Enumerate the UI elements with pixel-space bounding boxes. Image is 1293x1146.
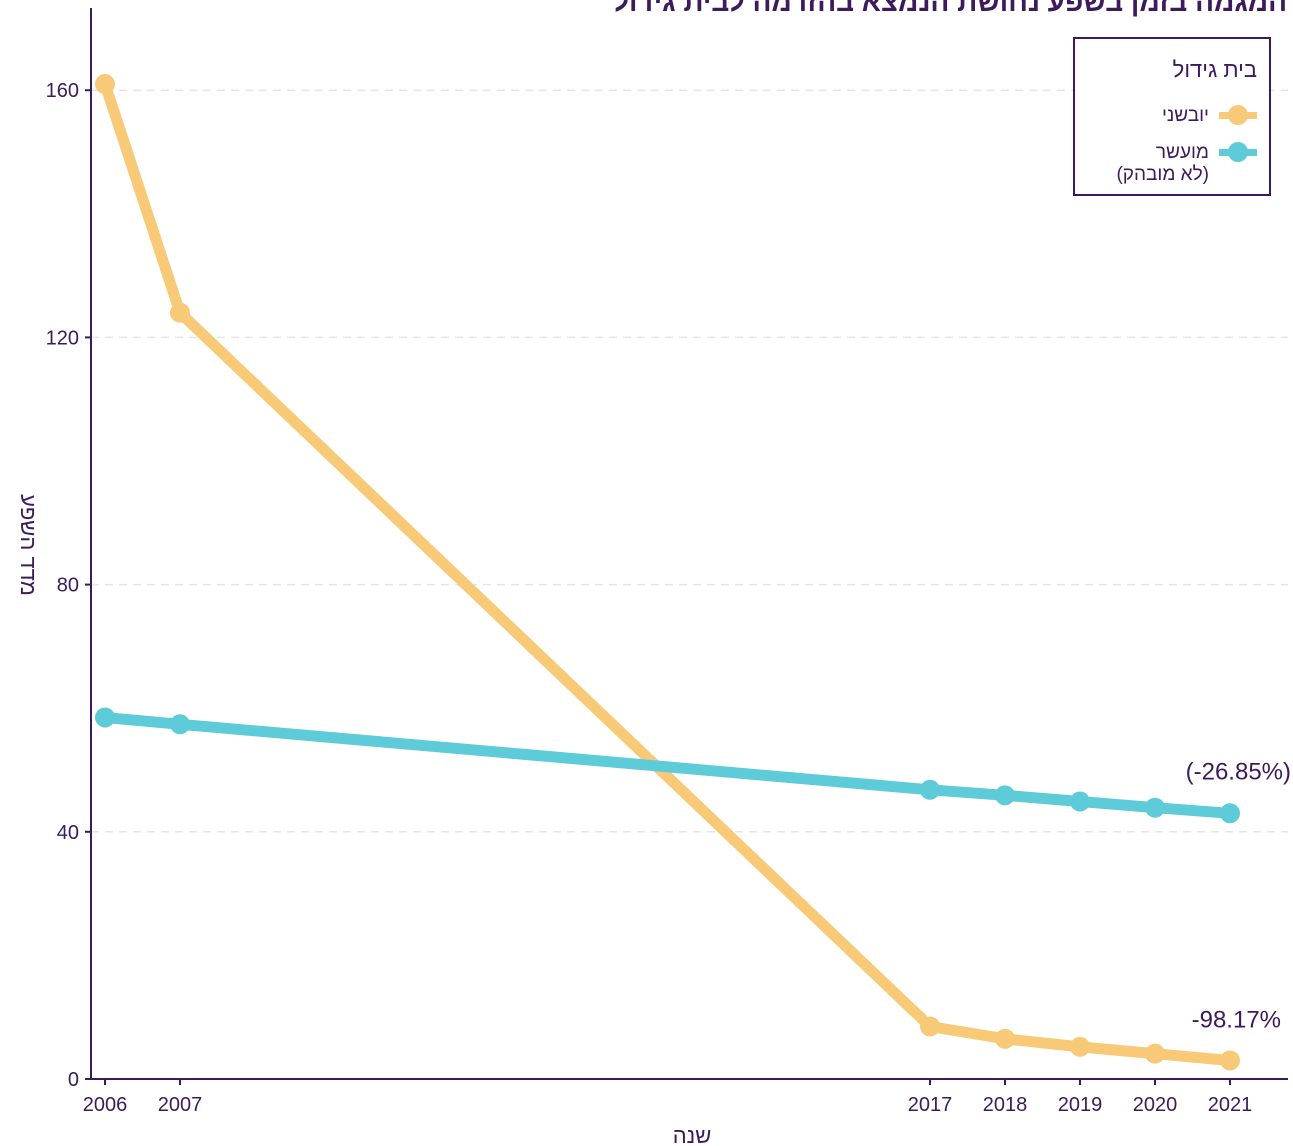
x-tick-label: 2021 (1208, 1094, 1253, 1116)
legend-title: בית גידול (1172, 57, 1257, 82)
x-tick-label: 2018 (983, 1094, 1028, 1116)
x-axis-title: שנה (673, 1123, 712, 1146)
data-point (920, 1016, 940, 1037)
data-point (170, 714, 190, 735)
data-point (1145, 797, 1165, 818)
x-ticks: 2006 2007 2017 2018 2019 2020 2021 (83, 1079, 1253, 1116)
legend-label-series-2-line2: (לא מובהק) (1116, 164, 1209, 185)
legend: בית גידול יובשני מועשר (לא מובהק) (1073, 37, 1271, 196)
chart-title: המגמה בזמן בשפע נחושת הנמצא בהזרמה לבית … (612, 0, 1287, 17)
legend-item-series-2: מועשר (לא מובהק) (1116, 142, 1257, 186)
data-point (920, 779, 940, 800)
data-point (1070, 1036, 1090, 1057)
y-tick-label: 40 (57, 822, 79, 844)
x-tick-label: 2020 (1133, 1094, 1178, 1116)
x-tick-label: 2007 (158, 1094, 203, 1116)
legend-item-series-1: יובשני (1162, 105, 1257, 127)
data-point (95, 707, 115, 728)
data-point (1145, 1043, 1165, 1064)
data-point (995, 785, 1015, 806)
y-tick-label: 120 (46, 327, 79, 349)
series-line (99, 712, 1236, 819)
y-axis-title: מדד השפע (16, 494, 41, 596)
legend-label-series-2: מועשר (לא מובהק) (1116, 142, 1209, 186)
end-label-series-2: (-26.85%) (1186, 758, 1291, 785)
data-point (1070, 791, 1090, 812)
series-line (99, 78, 1236, 1066)
y-tick-label: 0 (68, 1069, 79, 1091)
legend-label-series-2-line1: מועשר (1155, 142, 1209, 163)
y-tick-label: 80 (57, 575, 79, 597)
legend-key-series-2 (1219, 142, 1257, 162)
data-point (995, 1028, 1015, 1049)
end-label-series-1: -98.17% (1192, 1006, 1281, 1033)
y-tick-label: 160 (46, 80, 79, 102)
legend-label-series-1: יובשני (1161, 105, 1209, 126)
y-ticks: 0 40 80 120 160 (46, 80, 91, 1091)
grid-lines (91, 89, 1288, 833)
series-1 (95, 74, 1240, 1071)
x-tick-label: 2019 (1058, 1094, 1103, 1116)
legend-key-series-1 (1219, 105, 1257, 125)
data-point (170, 302, 190, 323)
x-tick-label: 2006 (83, 1094, 128, 1116)
x-tick-label: 2017 (908, 1094, 953, 1116)
data-point (95, 74, 115, 95)
series-layer (95, 74, 1240, 1071)
series-2 (95, 707, 1240, 824)
data-point (1220, 1050, 1240, 1071)
data-point (1220, 803, 1240, 824)
